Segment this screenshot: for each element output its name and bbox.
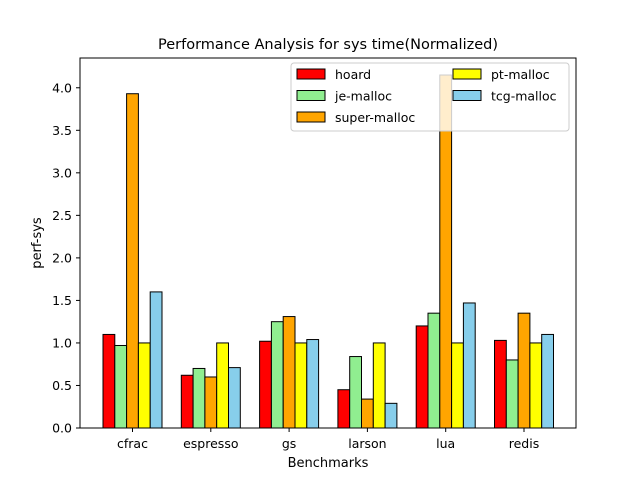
bar-je-malloc-cfrac xyxy=(114,344,128,429)
legend-swatch-hoard xyxy=(296,68,326,80)
bar-super-malloc-larson xyxy=(361,398,374,429)
bar-super-malloc-gs xyxy=(282,316,296,429)
legend-label-hoard: hoard xyxy=(335,67,371,82)
legend-swatch-super-malloc xyxy=(296,111,326,123)
bar-pt-malloc-larson xyxy=(372,342,386,429)
y-axis-label: perf-sys xyxy=(30,217,45,269)
bar-super-malloc-espresso xyxy=(204,376,218,429)
bar-tcg-malloc-larson xyxy=(384,402,398,429)
y-tick-label: 0.5 xyxy=(52,378,72,393)
bar-tcg-malloc-espresso xyxy=(228,367,241,429)
x-tick-label: redis xyxy=(509,436,539,451)
bar-pt-malloc-espresso xyxy=(216,342,229,429)
bar-pt-malloc-redis xyxy=(529,342,543,429)
y-tick-label: 1.5 xyxy=(52,293,72,308)
legend-swatch-tcg-malloc xyxy=(452,90,482,101)
x-axis: cfrac espresso gs larson lua redis xyxy=(117,428,539,451)
bar-super-malloc-cfrac xyxy=(126,93,139,429)
bar-pt-malloc-lua xyxy=(451,342,464,429)
bar-je-malloc-redis xyxy=(505,359,519,429)
x-tick-label: cfrac xyxy=(117,436,148,451)
y-tick-label: 2.0 xyxy=(52,250,72,265)
x-tick-label: larson xyxy=(348,436,386,451)
bar-hoard-larson xyxy=(337,389,351,429)
bar-tcg-malloc-lua xyxy=(462,302,476,429)
bar-tcg-malloc-redis xyxy=(541,333,555,429)
x-tick-label: gs xyxy=(282,436,296,451)
legend: hoard je-malloc super-malloc pt-malloc tcg-m… xyxy=(290,62,570,132)
bar-je-malloc-larson xyxy=(349,356,363,429)
bar-pt-malloc-cfrac xyxy=(137,342,151,429)
bar-tcg-malloc-cfrac xyxy=(149,291,163,429)
x-tick-label: lua xyxy=(436,436,455,451)
chart-title: Performance Analysis for sys time(Normal… xyxy=(158,37,498,53)
bar-je-malloc-gs xyxy=(270,321,284,429)
bar-hoard-espresso xyxy=(180,374,194,429)
bar-super-malloc-redis xyxy=(517,312,531,429)
bar-hoard-lua xyxy=(415,325,429,429)
y-tick-label: 3.0 xyxy=(52,165,72,180)
y-tick-label: 1.0 xyxy=(52,335,72,350)
bar-je-malloc-espresso xyxy=(192,367,206,429)
y-tick-label: 3.5 xyxy=(52,123,72,138)
y-tick-label: 2.5 xyxy=(52,208,72,223)
legend-swatch-pt-malloc xyxy=(452,68,482,80)
plot-frame xyxy=(79,57,577,429)
legend-swatch-je-malloc xyxy=(296,90,326,101)
legend-label-tcg-malloc: tcg-malloc xyxy=(491,89,557,104)
bars-group xyxy=(102,74,555,429)
x-axis-label: Benchmarks xyxy=(288,456,369,471)
bar-je-malloc-lua xyxy=(427,312,441,429)
legend-label-je-malloc: je-malloc xyxy=(334,89,392,104)
legend-label-super-malloc: super-malloc xyxy=(335,110,415,125)
bar-hoard-redis xyxy=(494,339,507,429)
legend-box xyxy=(290,62,570,132)
bar-tcg-malloc-gs xyxy=(306,339,320,429)
bar-hoard-cfrac xyxy=(102,333,116,429)
bar-hoard-gs xyxy=(259,340,272,429)
bar-pt-malloc-gs xyxy=(294,342,308,429)
x-tick-label: espresso xyxy=(183,436,238,451)
legend-label-pt-malloc: pt-malloc xyxy=(491,67,550,82)
y-tick-label: 0.0 xyxy=(52,421,72,436)
y-tick-label: 4.0 xyxy=(52,80,72,95)
y-axis: 0.0 0.5 1.0 1.5 2.0 2.5 3.0 3.5 4.0 xyxy=(52,80,80,436)
